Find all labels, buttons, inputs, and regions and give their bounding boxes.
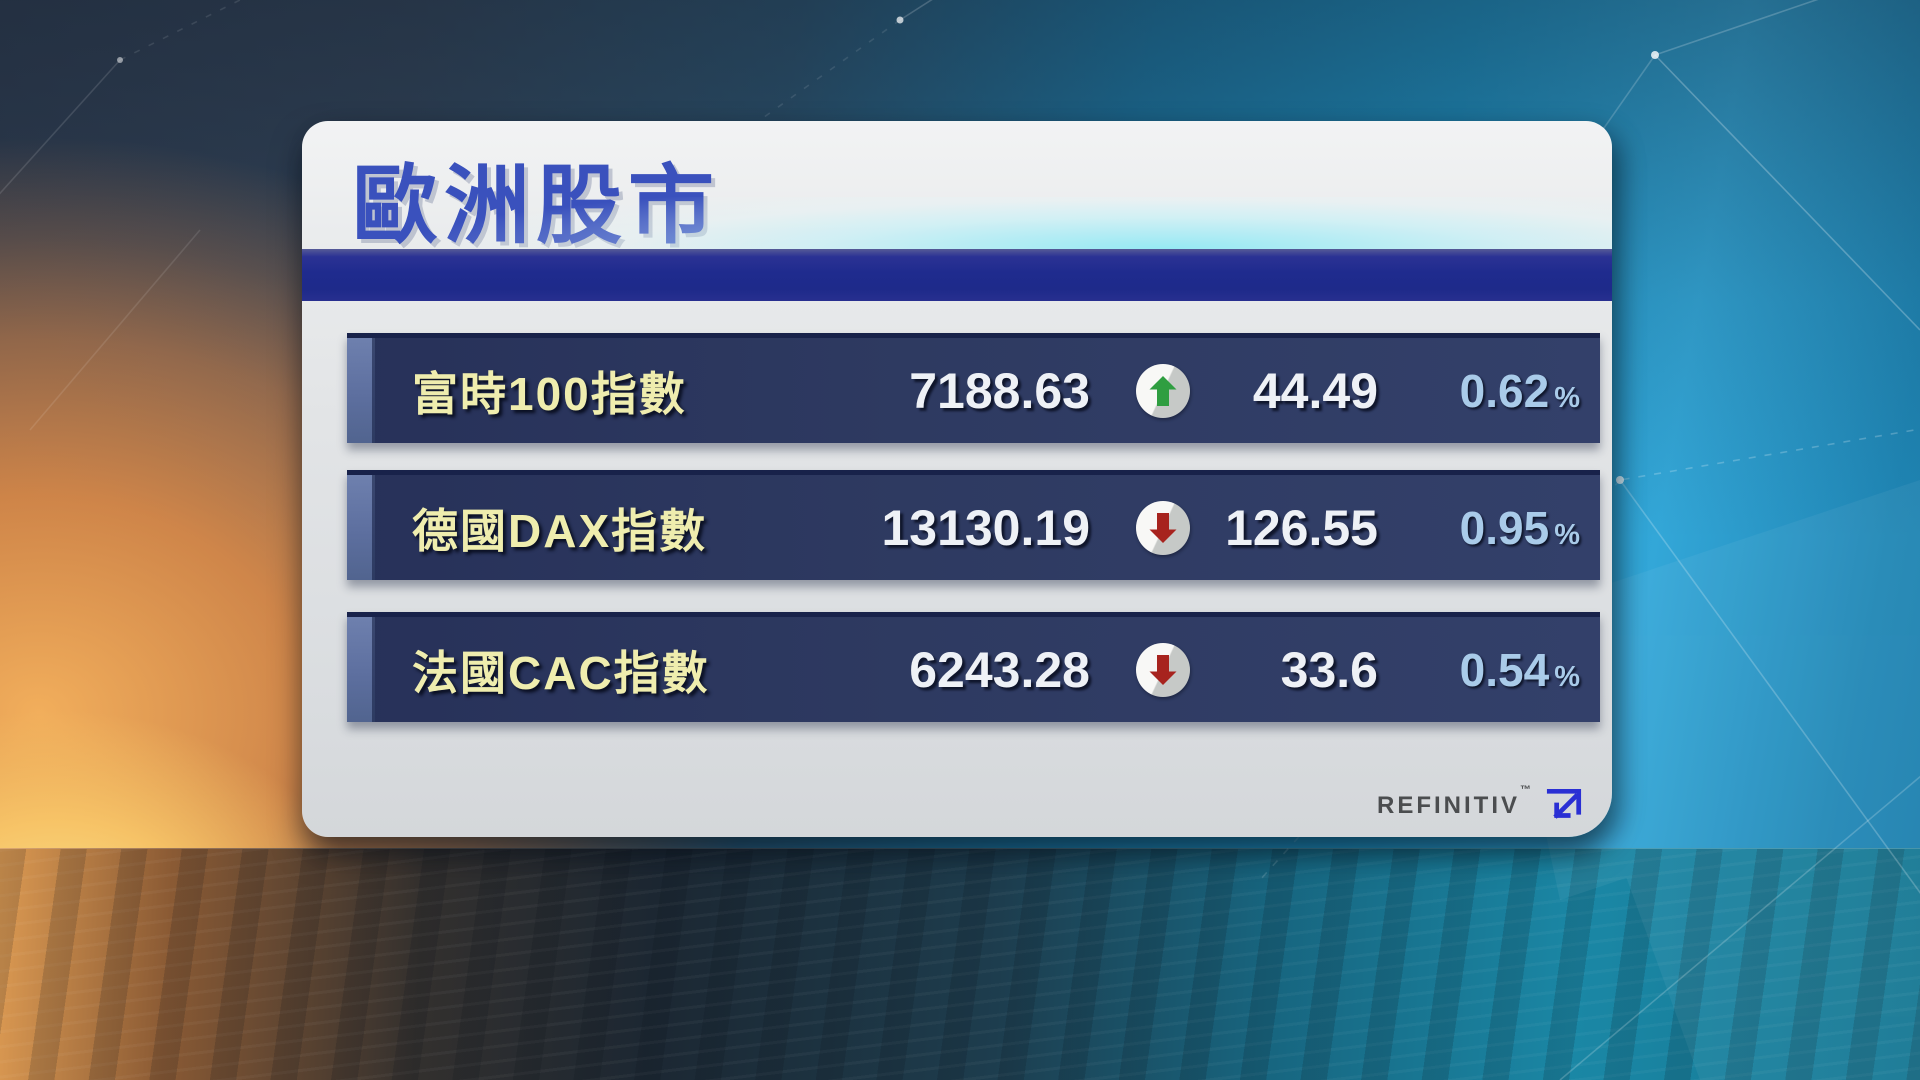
index-name: 德國DAX指數	[412, 504, 708, 557]
index-pct-change: 0.95 %	[1460, 501, 1580, 555]
index-pct-change: 0.54 %	[1460, 643, 1580, 697]
percent-sign: %	[1554, 381, 1580, 414]
down-arrow-icon	[1136, 500, 1190, 555]
index-row-cac: 法國CAC指數 6243.28 33.6 0.54 %	[347, 612, 1600, 722]
percent-sign: %	[1554, 518, 1580, 551]
index-last-value: 6243.28	[909, 641, 1090, 698]
up-arrow-icon	[1136, 363, 1190, 418]
floor-waves	[0, 848, 1920, 1080]
index-row-dax: 德國DAX指數 13130.19 126.55 0.95 %	[347, 470, 1600, 580]
header-divider-bar	[302, 249, 1612, 301]
index-net-change: 33.6	[1280, 641, 1378, 698]
index-net-change: 44.49	[1252, 362, 1378, 419]
percent-sign: %	[1554, 660, 1580, 693]
pct-value: 0.62	[1459, 364, 1550, 417]
market-card: 歐洲股市 富時100指數 7188.63 44.49 0.62 % 德國DAX指…	[302, 121, 1612, 837]
trademark-symbol: ™	[1520, 784, 1531, 796]
index-row-ftse100: 富時100指數 7188.63 44.49 0.62 %	[347, 333, 1600, 443]
index-net-change: 126.55	[1225, 499, 1378, 556]
refinitiv-wordmark: REFINITIV™	[1376, 784, 1531, 820]
index-pct-change: 0.62 %	[1460, 364, 1580, 418]
row-accent-stripe	[347, 338, 375, 443]
row-accent-stripe	[347, 475, 375, 580]
down-arrow-icon	[1136, 642, 1190, 697]
index-name: 法國CAC指數	[412, 646, 710, 699]
header-bar-glow	[302, 197, 1612, 249]
provider-name: REFINITIV	[1376, 792, 1520, 819]
index-last-value: 13130.19	[881, 499, 1090, 556]
data-source-branding: REFINITIV™	[1376, 784, 1585, 827]
index-name: 富時100指數	[412, 367, 687, 420]
pct-value: 0.95	[1459, 501, 1550, 554]
pct-value: 0.54	[1459, 643, 1550, 696]
row-accent-stripe	[347, 617, 375, 722]
refinitiv-logo-icon	[1543, 785, 1585, 827]
index-last-value: 7188.63	[909, 362, 1090, 419]
